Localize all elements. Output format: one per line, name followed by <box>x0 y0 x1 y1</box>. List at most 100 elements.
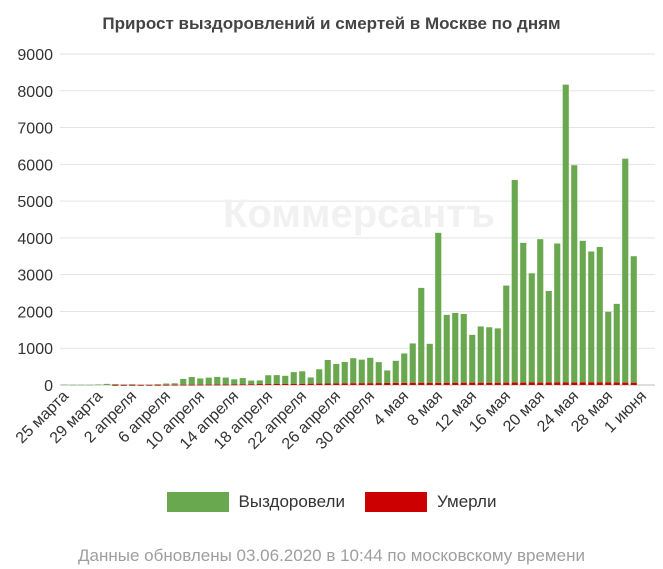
bar-deaths <box>520 382 527 385</box>
bar-deaths <box>384 382 391 385</box>
bar-deaths <box>545 382 552 385</box>
bar-recovered <box>375 362 382 384</box>
bar-deaths <box>528 382 535 385</box>
bar-deaths <box>307 383 314 385</box>
legend-label-recovered: Выздоровели <box>238 492 345 511</box>
y-tick-label: 9000 <box>17 47 53 64</box>
bar-deaths <box>452 382 459 385</box>
bar-recovered <box>477 326 484 383</box>
bar-recovered <box>95 384 102 385</box>
y-tick-label: 5000 <box>17 194 53 211</box>
bar-recovered <box>103 383 110 385</box>
legend: Выздоровели Умерли <box>0 492 663 512</box>
bar-deaths <box>316 383 323 385</box>
bar-recovered <box>324 359 331 384</box>
bar-recovered <box>486 327 493 383</box>
bar-recovered <box>562 84 569 383</box>
legend-item-recovered[interactable]: Выздоровели <box>166 492 345 512</box>
bar-recovered <box>545 290 552 383</box>
bar-recovered <box>146 384 153 386</box>
bar-recovered <box>248 380 255 385</box>
bar-recovered <box>333 363 340 384</box>
bar-deaths <box>256 384 263 385</box>
bar-deaths <box>358 383 365 385</box>
bar-deaths <box>469 382 476 385</box>
bar-deaths <box>112 384 119 386</box>
y-tick-label: 2000 <box>17 304 53 321</box>
bar-deaths <box>562 382 569 385</box>
bar-recovered <box>299 371 306 384</box>
bar-deaths <box>511 382 518 385</box>
bar-recovered <box>188 377 195 385</box>
bar-recovered <box>503 285 510 383</box>
bar-deaths <box>129 384 136 386</box>
bar-recovered <box>588 251 595 383</box>
bar-deaths <box>579 382 586 385</box>
bar-recovered <box>112 384 119 385</box>
footer-note: Данные обновлены 03.06.2020 в 10:44 по м… <box>78 546 585 565</box>
bar-deaths <box>171 384 178 386</box>
bar-deaths <box>392 382 399 385</box>
bar-deaths <box>265 384 272 385</box>
bar-recovered <box>86 384 93 386</box>
bar-recovered <box>443 314 450 383</box>
bar-deaths <box>273 383 280 385</box>
y-tick-label: 1000 <box>17 341 53 358</box>
bar-recovered <box>273 375 280 384</box>
y-tick-label: 6000 <box>17 157 53 174</box>
bar-deaths <box>146 384 153 386</box>
bar-deaths <box>163 384 170 386</box>
bar-deaths <box>137 384 144 386</box>
bar-recovered <box>341 362 348 384</box>
bar-deaths <box>205 384 212 386</box>
bar-deaths <box>188 384 195 386</box>
bar-recovered <box>630 256 637 383</box>
bar-recovered <box>554 243 561 383</box>
bar-recovered <box>290 372 297 384</box>
bar-recovered <box>384 370 391 383</box>
bar-deaths <box>537 382 544 385</box>
bar-recovered <box>239 378 246 385</box>
bar-deaths <box>460 382 467 385</box>
bar-recovered <box>154 384 161 385</box>
bar-deaths <box>248 384 255 386</box>
bar-recovered <box>120 384 127 385</box>
bar-recovered <box>392 360 399 383</box>
bar-recovered <box>316 369 323 384</box>
bar-deaths <box>375 383 382 385</box>
bar-deaths <box>367 383 374 385</box>
y-tick-label: 3000 <box>17 268 53 285</box>
bar-recovered <box>511 179 518 383</box>
legend-label-deaths: Умерли <box>436 492 497 511</box>
bar-recovered <box>205 377 212 385</box>
bar-deaths <box>605 382 612 385</box>
bar-recovered <box>69 384 76 386</box>
bar-deaths <box>350 383 357 385</box>
bar-deaths <box>554 382 561 385</box>
bar-deaths <box>443 382 450 385</box>
bar-deaths <box>630 382 637 385</box>
bar-deaths <box>435 382 442 385</box>
bar-deaths <box>120 384 127 386</box>
watermark: Коммерсантъ <box>223 192 495 236</box>
bar-recovered <box>537 239 544 383</box>
legend-item-deaths[interactable]: Умерли <box>364 492 497 512</box>
bar-deaths <box>503 382 510 385</box>
bar-deaths <box>426 382 433 385</box>
bar-deaths <box>477 382 484 385</box>
y-tick-label: 4000 <box>17 231 53 248</box>
bar-recovered <box>358 359 365 384</box>
bar-recovered <box>350 358 357 384</box>
bar-recovered <box>401 353 408 383</box>
bar-deaths <box>197 384 204 386</box>
bar-recovered <box>78 384 85 386</box>
bar-recovered <box>579 240 586 383</box>
bar-deaths <box>282 383 289 385</box>
bar-deaths <box>588 382 595 385</box>
bar-deaths <box>613 382 620 385</box>
legend-swatch-deaths <box>364 492 427 512</box>
bar-recovered <box>613 303 620 383</box>
bar-recovered <box>163 383 170 385</box>
bar-deaths <box>299 383 306 385</box>
